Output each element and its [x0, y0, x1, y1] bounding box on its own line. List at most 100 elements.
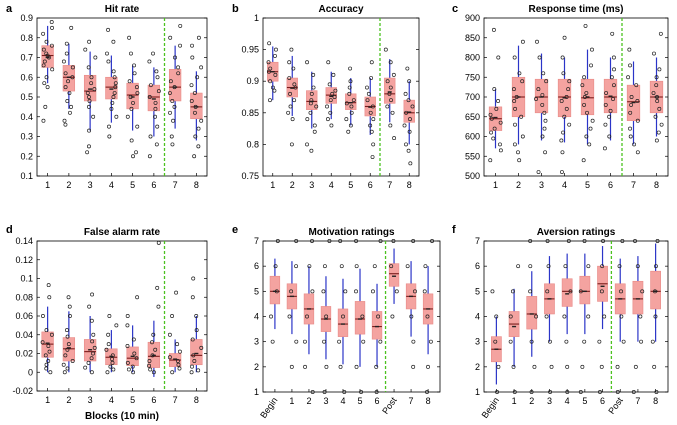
data-point: [154, 142, 159, 147]
data-point: [87, 104, 91, 109]
axes-box: [262, 17, 420, 177]
data-point: [512, 390, 517, 394]
box-group: [578, 239, 591, 394]
data-point: [294, 264, 299, 269]
data-point: [372, 264, 377, 269]
box-group: [125, 295, 140, 375]
data-point: [50, 25, 54, 30]
data-point: [583, 23, 588, 28]
data-point: [513, 122, 517, 127]
x-tick-label: 3: [88, 180, 93, 190]
data-point: [40, 340, 45, 345]
data-point: [403, 91, 408, 96]
data-point: [40, 314, 45, 318]
y-tick-label: 0.06: [15, 311, 33, 321]
data-point: [511, 87, 516, 92]
data-point: [195, 75, 200, 80]
box-group: [104, 314, 119, 375]
data-point: [658, 31, 663, 36]
data-point: [310, 239, 314, 243]
data-point: [64, 41, 69, 46]
x-tick-label: 2: [306, 396, 311, 406]
y-tick-label: 2: [254, 362, 259, 372]
data-point: [305, 60, 310, 65]
data-point: [173, 55, 177, 60]
data-point: [42, 81, 47, 86]
data-point: [134, 150, 138, 155]
data-point: [562, 35, 567, 40]
data-point: [135, 124, 140, 129]
box-group: [286, 239, 299, 369]
data-point: [387, 91, 392, 96]
y-tick-label: 800: [465, 53, 480, 63]
data-point: [65, 98, 70, 103]
data-point: [66, 342, 71, 347]
data-point: [368, 110, 373, 115]
data-point: [540, 102, 545, 107]
data-point: [44, 75, 49, 80]
data-point: [590, 47, 594, 52]
y-tick-label: 550: [465, 151, 480, 161]
data-point: [655, 98, 660, 103]
data-point: [560, 55, 565, 60]
data-point: [516, 150, 520, 155]
data-point: [411, 339, 416, 344]
data-point: [43, 104, 48, 109]
data-point: [489, 116, 494, 121]
data-point: [498, 142, 502, 147]
data-point: [374, 390, 379, 394]
data-point: [544, 314, 549, 319]
data-point: [546, 264, 551, 269]
data-point: [564, 106, 569, 111]
data-point: [542, 126, 547, 131]
x-tick-label: 4: [340, 396, 345, 406]
data-point: [545, 289, 550, 294]
data-point: [365, 98, 370, 103]
y-tick-label: 1: [475, 387, 480, 397]
y-tick-label: 0.8: [246, 139, 259, 149]
data-point: [41, 31, 46, 36]
data-point: [113, 81, 118, 86]
y-tick-label: 0.14: [15, 236, 33, 246]
data-point: [111, 95, 116, 99]
data-point: [178, 23, 183, 28]
data-point: [153, 106, 158, 111]
data-point: [348, 123, 353, 128]
x-axis-label: Blocks (10 min): [85, 411, 159, 422]
data-point: [86, 95, 91, 99]
x-tick-label: 8: [426, 396, 431, 406]
data-point: [147, 359, 152, 363]
data-point: [632, 142, 637, 147]
y-tick-label: 5: [254, 286, 259, 296]
data-point: [93, 55, 98, 60]
y-tick-label: 3: [475, 337, 480, 347]
data-point: [311, 85, 316, 90]
data-point: [41, 118, 46, 123]
data-point: [496, 55, 501, 60]
data-point: [494, 106, 499, 111]
data-point: [406, 98, 411, 103]
x-tick-label: 2: [529, 396, 534, 406]
data-point: [275, 239, 280, 243]
data-point: [536, 87, 541, 92]
data-point: [322, 339, 327, 344]
panel-d: d False alarm rate -0.02 0 0.02 0.04 0.06 0.08 0…: [6, 224, 208, 422]
y-tick-label: 5: [475, 286, 480, 296]
data-point: [132, 351, 137, 356]
data-point: [548, 339, 552, 344]
data-point: [626, 75, 631, 80]
data-point: [273, 53, 277, 58]
box: [147, 84, 161, 112]
data-point: [540, 93, 545, 97]
data-point: [639, 339, 644, 344]
data-point: [602, 146, 607, 151]
y-tick-label: 0.7: [20, 53, 33, 63]
data-point: [582, 339, 587, 344]
data-point: [654, 264, 658, 269]
data-point: [528, 264, 533, 269]
data-point: [148, 367, 153, 372]
panel-label: c: [452, 3, 458, 15]
data-point: [348, 79, 353, 84]
box-group: [83, 292, 97, 375]
data-point: [131, 337, 136, 342]
